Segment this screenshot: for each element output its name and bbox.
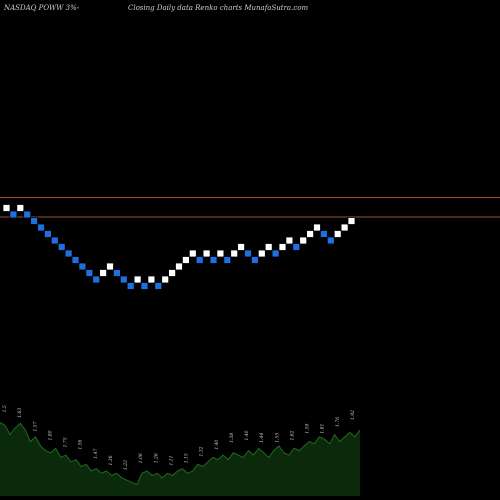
- volume-label: 1.47: [93, 449, 99, 459]
- renko-brick-down: [85, 269, 94, 277]
- renko-brick-down: [50, 236, 59, 245]
- volume-label: 1.63: [17, 408, 23, 418]
- renko-brick-up: [347, 217, 356, 225]
- volume-label: 1.62: [290, 430, 296, 440]
- renko-brick-down: [78, 262, 87, 271]
- volume-label: 1.40: [214, 439, 220, 449]
- renko-brick-down: [195, 256, 204, 264]
- volume-label: 1.55: [274, 433, 280, 443]
- volume-label: 1.57: [32, 421, 38, 431]
- volume-line: [0, 421, 361, 486]
- renko-brick-down: [44, 230, 52, 238]
- chart-description: Closing Daily data Renko charts MunafaSu…: [128, 4, 309, 12]
- volume-label: 1.15: [184, 453, 190, 463]
- renko-brick-down: [23, 210, 32, 219]
- volume-label: 1.44: [259, 433, 265, 443]
- volume-label: 1.5: [2, 405, 8, 412]
- renko-brick-up: [99, 269, 107, 277]
- renko-brick-up: [106, 262, 114, 271]
- volume-label: 1.76: [335, 417, 341, 427]
- renko-brick-down: [319, 230, 328, 238]
- volume-label: 1.40: [244, 430, 250, 440]
- volume-label: 1.06: [138, 453, 144, 463]
- renko-brick-up: [202, 249, 211, 258]
- renko-brick-down: [113, 269, 121, 277]
- renko-brick-down: [9, 210, 18, 219]
- renko-brick-up: [133, 275, 142, 284]
- renko-brick-down: [57, 243, 66, 251]
- volume-area: [0, 421, 361, 496]
- renko-brick-up: [147, 275, 156, 284]
- reference-lines: [0, 197, 500, 218]
- volume-labels: 1.5 1.63 1.57 1.80 1.75 1.56 1.47 1.36 1.23 1.06 1…: [2, 405, 356, 470]
- renko-brick-up: [216, 249, 225, 258]
- renko-brick-up: [237, 243, 246, 251]
- renko-brick-down: [30, 217, 39, 225]
- renko-brick-up: [2, 204, 11, 212]
- volume-label: 1.38: [229, 433, 235, 443]
- renko-brick-down: [292, 243, 301, 251]
- volume-label: 1.36: [108, 455, 114, 465]
- renko-brick-up: [161, 275, 170, 284]
- renko-brick-down: [244, 249, 252, 258]
- renko-brick-up: [168, 269, 177, 277]
- volume-label: 1.11: [168, 455, 174, 465]
- chart-ticker-title: NASDAQ POWW 3%-: [4, 4, 80, 12]
- renko-bricks: [2, 204, 356, 290]
- renko-brick-down: [64, 249, 73, 258]
- volume-label: 1.81: [320, 424, 326, 434]
- volume-label: 1.92: [350, 410, 356, 420]
- renko-brick-up: [257, 249, 266, 258]
- renko-brick-up: [333, 230, 342, 238]
- renko-brick-down: [92, 275, 101, 284]
- volume-label: 1.59: [305, 424, 311, 434]
- renko-brick-down: [209, 256, 218, 264]
- volume-area-fill: [0, 422, 360, 496]
- renko-brick-up: [188, 249, 197, 258]
- renko-brick-down: [126, 282, 135, 290]
- renko-brick-down: [326, 236, 335, 245]
- renko-brick-down: [250, 256, 259, 264]
- volume-label: 1.75: [63, 437, 69, 447]
- renko-brick-up: [340, 223, 349, 232]
- volume-label: 1.23: [123, 460, 129, 470]
- renko-brick-up: [175, 262, 183, 271]
- renko-brick-up: [264, 243, 273, 251]
- renko-brick-down: [71, 256, 80, 264]
- renko-brick-up: [306, 230, 315, 238]
- volume-label: 1.26: [153, 453, 159, 463]
- volume-label: 1.80: [47, 430, 53, 440]
- renko-brick-up: [16, 204, 25, 212]
- renko-brick-down: [223, 256, 232, 264]
- renko-brick-down: [140, 282, 149, 290]
- renko-brick-down: [119, 275, 128, 284]
- renko-brick-up: [230, 249, 239, 258]
- renko-brick-up: [285, 236, 294, 245]
- renko-brick-down: [154, 282, 163, 290]
- renko-brick-up: [313, 223, 321, 232]
- renko-brick-up: [299, 236, 308, 245]
- volume-label: 1.32: [199, 446, 205, 456]
- renko-brick-up: [278, 243, 287, 251]
- renko-brick-up: [181, 256, 190, 264]
- volume-label: 1.56: [78, 439, 84, 449]
- renko-brick-down: [271, 249, 280, 258]
- renko-brick-down: [37, 223, 45, 232]
